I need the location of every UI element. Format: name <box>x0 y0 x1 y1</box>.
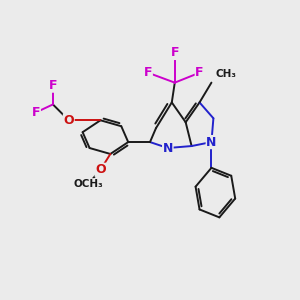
Text: OCH₃: OCH₃ <box>74 179 103 189</box>
Text: F: F <box>32 106 40 119</box>
Text: O: O <box>95 163 106 176</box>
Text: O: O <box>63 114 74 127</box>
Text: N: N <box>163 142 173 154</box>
Text: F: F <box>195 66 204 79</box>
Text: CH₃: CH₃ <box>215 69 236 79</box>
Text: F: F <box>170 46 179 59</box>
Text: N: N <box>206 136 217 148</box>
Text: F: F <box>144 66 152 79</box>
Text: F: F <box>49 79 57 92</box>
